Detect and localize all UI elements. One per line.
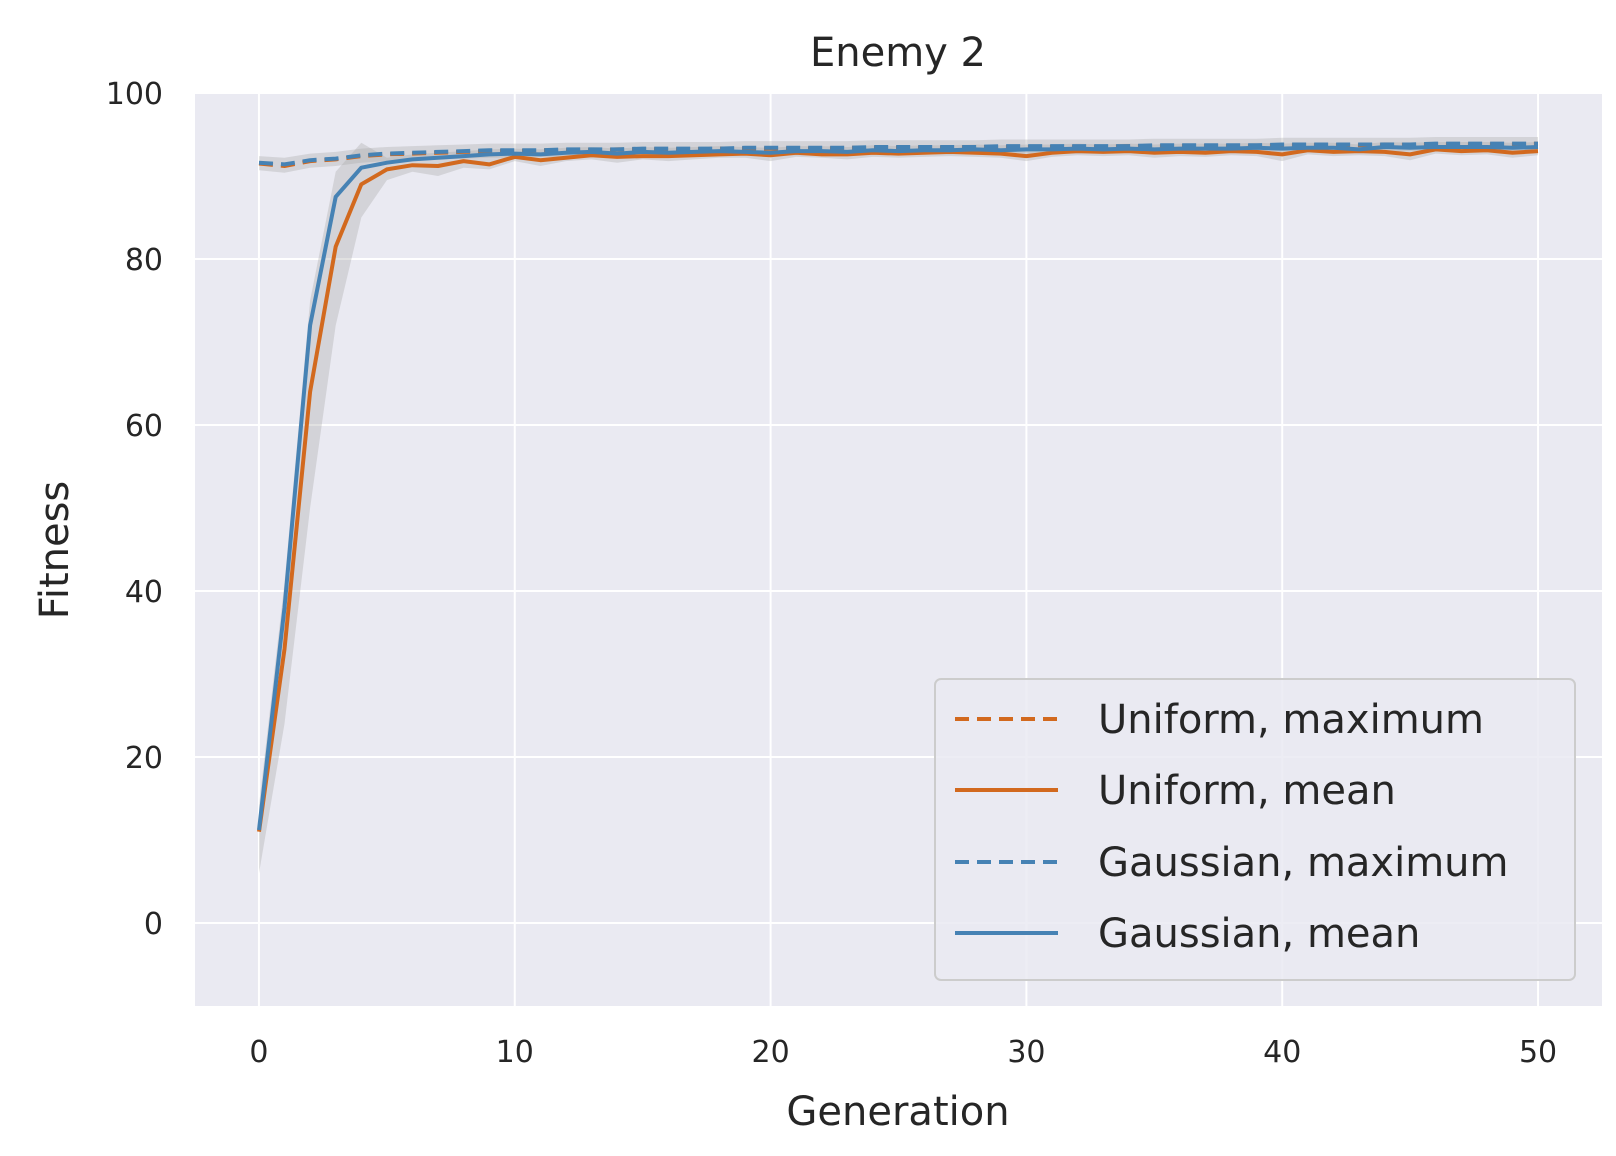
x-tick-30: 30 [1007, 1035, 1045, 1070]
grid-lines [195, 92, 1602, 1006]
legend-label-gaussian-mean: Gaussian, mean [1098, 911, 1420, 957]
x-tick-40: 40 [1263, 1035, 1301, 1070]
series-line-gaussian-maximum [258, 141, 1538, 167]
series-lines [257, 141, 1539, 832]
y-tick-20: 20 [125, 741, 163, 776]
y-tick-labels: 0 20 40 60 80 100 [106, 77, 163, 942]
y-tick-80: 80 [125, 243, 163, 278]
x-tick-20: 20 [751, 1035, 789, 1070]
legend: Uniform, maximum Uniform, mean Gaussian,… [934, 678, 1576, 981]
chart-title: Enemy 2 [810, 30, 986, 76]
legend-entry-uniform-mean: Uniform, mean [955, 768, 1396, 814]
series-line-uniform-mean [257, 147, 1539, 832]
legend-label-gaussian-maximum: Gaussian, maximum [1098, 840, 1509, 886]
x-axis-label: Generation [786, 1089, 1009, 1135]
x-tick-0: 0 [249, 1035, 268, 1070]
maximum-spread-band [259, 137, 1538, 173]
legend-label-uniform-maximum: Uniform, maximum [1098, 697, 1484, 743]
legend-label-uniform-mean: Uniform, mean [1098, 768, 1396, 814]
series-line-gaussian-mean [257, 145, 1539, 831]
legend-frame [934, 678, 1576, 981]
x-tick-10: 10 [496, 1035, 534, 1070]
x-tick-labels: 0 10 20 30 40 50 [249, 1035, 1557, 1070]
y-tick-100: 100 [106, 77, 163, 112]
x-tick-50: 50 [1519, 1035, 1557, 1070]
legend-entry-uniform-maximum: Uniform, maximum [955, 697, 1484, 743]
legend-entry-gaussian-mean: Gaussian, mean [955, 911, 1420, 957]
y-tick-0: 0 [144, 907, 163, 942]
y-tick-60: 60 [125, 409, 163, 444]
spread-bands [259, 137, 1538, 874]
legend-entry-gaussian-maximum: Gaussian, maximum [955, 840, 1509, 886]
y-axis-label: Fitness [32, 481, 78, 620]
y-tick-40: 40 [125, 575, 163, 610]
